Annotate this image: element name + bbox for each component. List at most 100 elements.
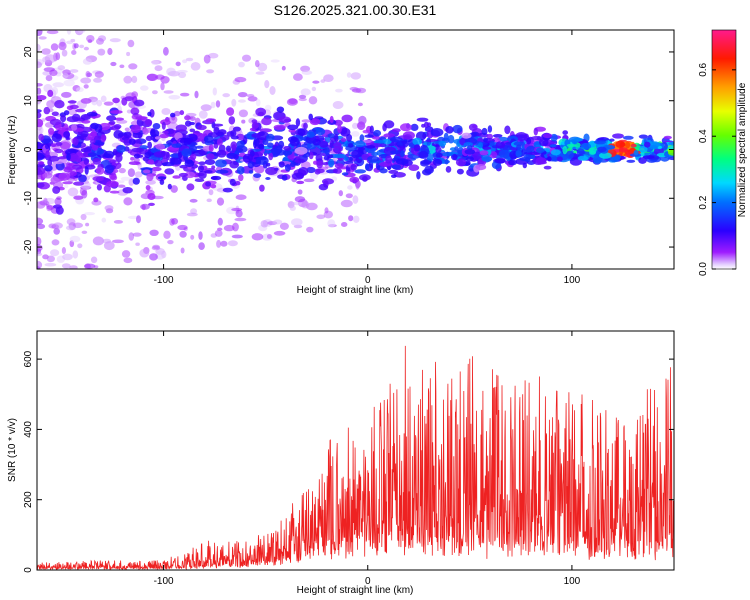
heatmap-cell <box>256 131 269 141</box>
heatmap-cell <box>69 265 78 269</box>
heatmap-cell <box>153 151 166 158</box>
heatmap-cell <box>101 217 107 223</box>
heatmap-cell <box>215 100 221 108</box>
heatmap-cell <box>83 84 89 89</box>
heatmap-cell <box>332 145 343 153</box>
heatmap-cell <box>229 160 240 169</box>
heatmap-cell <box>513 141 526 146</box>
figure-title: S126.2025.321.00.30.E31 <box>274 2 437 18</box>
heatmap-cell <box>257 62 268 72</box>
heatmap-cell <box>61 91 72 98</box>
heatmap-cell <box>255 71 265 75</box>
heatmap-cell <box>350 164 357 171</box>
heatmap-cell <box>423 121 429 129</box>
heatmap-cell <box>52 160 64 165</box>
heatmap-cell <box>341 172 349 176</box>
heatmap-cell <box>147 193 156 200</box>
heatmap-cell <box>355 181 360 190</box>
heatmap-cell <box>83 158 89 165</box>
heatmap-cell <box>354 169 367 174</box>
heatmap-cell <box>122 187 133 194</box>
snr-ytick-label: 0 <box>23 567 34 573</box>
heatmap-cell <box>334 134 339 143</box>
heatmap-cell <box>589 147 597 155</box>
heatmap-cell <box>175 61 181 67</box>
heatmap-cell <box>291 172 304 180</box>
heatmap-cell <box>128 63 138 70</box>
heatmap-cell <box>151 166 162 172</box>
heatmap-cell <box>160 76 170 84</box>
heatmap-cell <box>536 147 545 154</box>
heatmap-cell <box>185 120 192 127</box>
heatmap-cell <box>37 95 47 101</box>
heatmap-cell <box>203 54 211 64</box>
heatmap-cell <box>270 59 280 63</box>
heatmap-cell <box>440 152 454 157</box>
heatmap-cell <box>167 183 172 190</box>
heatmap-cell <box>210 176 218 180</box>
heatmap-cell <box>312 80 320 84</box>
heatmap-cell <box>92 236 104 246</box>
heatmap-cell <box>340 199 353 208</box>
heatmap-cell <box>226 107 235 116</box>
heatmap-cell <box>54 148 64 154</box>
heatmap-cell <box>421 123 426 128</box>
heatmap-cell <box>420 159 432 165</box>
heatmap-cell <box>113 220 123 224</box>
heatmap-cell <box>297 128 309 136</box>
heatmap-cell <box>61 49 68 57</box>
heatmap-cell <box>383 133 396 138</box>
heatmap-cell <box>96 99 103 107</box>
heatmap-cell <box>64 166 76 171</box>
heatmap-cell <box>286 98 298 106</box>
snr-ytick-label: 200 <box>23 491 34 508</box>
heatmap-cell <box>234 217 247 222</box>
heatmap-cell <box>352 215 360 223</box>
heatmap-cell <box>625 141 631 149</box>
heatmap-cell <box>294 146 308 155</box>
colorbar-gradient <box>711 29 737 270</box>
heatmap-cell <box>149 253 158 261</box>
heatmap-cell <box>345 193 353 199</box>
heatmap-xlabel: Height of straight line (km) <box>297 285 414 296</box>
heatmap-cell <box>196 124 207 131</box>
heatmap-cell <box>526 145 536 154</box>
heatmap-cell <box>255 156 269 165</box>
heatmap-cell <box>633 150 639 156</box>
snr-series-line <box>37 345 674 570</box>
heatmap-cell <box>435 152 443 158</box>
heatmap-cell <box>80 77 92 84</box>
heatmap-cell <box>350 72 361 80</box>
heatmap-cell <box>123 197 133 206</box>
heatmap-cell <box>181 148 192 157</box>
heatmap-cell <box>81 230 88 234</box>
heatmap-cell <box>67 187 79 197</box>
heatmap-cell <box>246 94 255 98</box>
heatmap-cell <box>352 122 359 129</box>
heatmap-cell <box>238 174 244 182</box>
heatmap-cell <box>60 115 67 123</box>
heatmap-cell <box>468 123 478 131</box>
heatmap-ytick-label: 20 <box>23 46 34 58</box>
heatmap-cell <box>435 146 442 154</box>
heatmap-cell <box>265 167 278 175</box>
heatmap-cell <box>509 150 518 159</box>
heatmap-cell <box>251 133 262 138</box>
heatmap-cell <box>311 86 317 92</box>
heatmap-cell <box>303 122 308 130</box>
heatmap-cell <box>189 198 198 203</box>
heatmap-cell <box>236 140 245 149</box>
snr-panel: -100 0 100 0 200 400 600 Height of straight li… <box>7 330 675 596</box>
heatmap-cell <box>37 223 46 230</box>
heatmap-cell <box>110 61 117 67</box>
heatmap-cell <box>315 128 326 136</box>
heatmap-cell <box>44 165 53 172</box>
heatmap-cell <box>206 69 215 74</box>
heatmap-cell <box>145 180 157 185</box>
heatmap-cell <box>57 65 66 71</box>
heatmap-cell <box>335 88 343 93</box>
heatmap-cell <box>66 218 76 226</box>
heatmap-cell <box>669 145 674 150</box>
heatmap-cell <box>445 126 454 134</box>
heatmap-cell <box>37 244 43 252</box>
